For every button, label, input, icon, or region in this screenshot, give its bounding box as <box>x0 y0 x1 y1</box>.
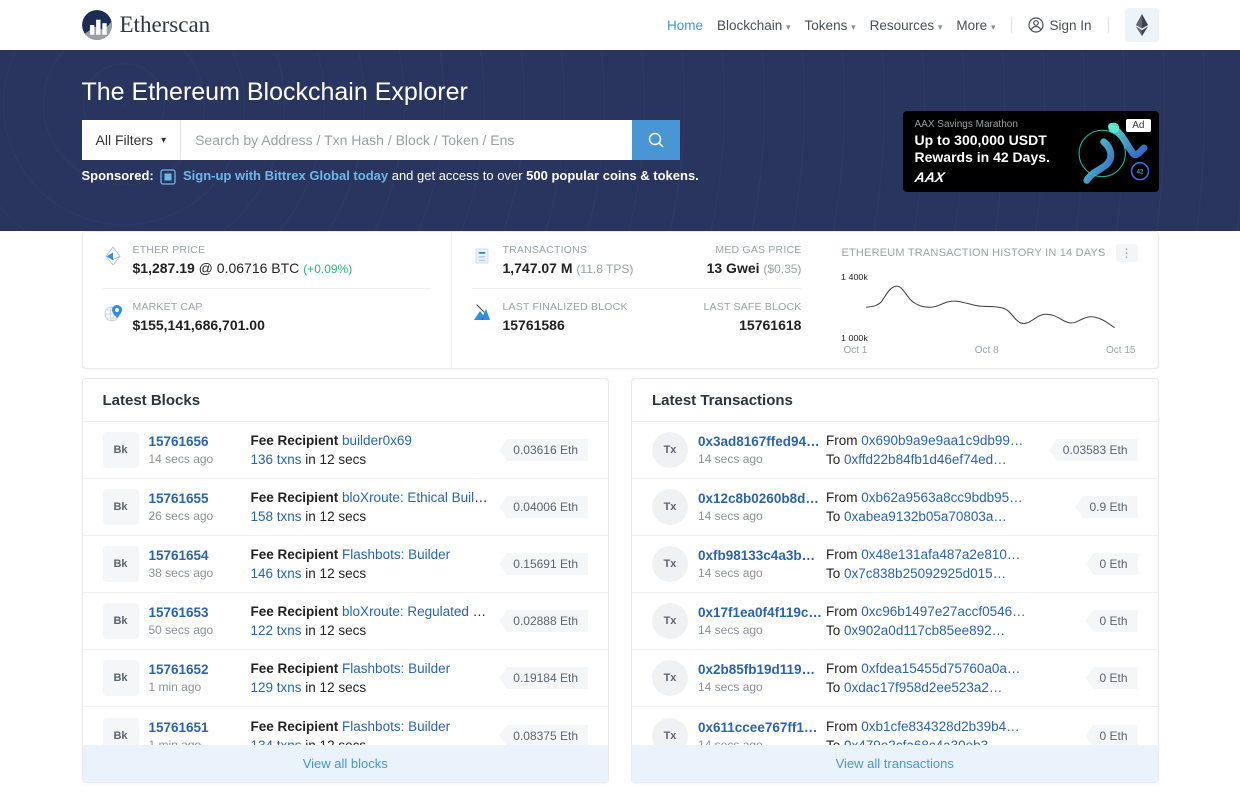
svg-text:1 000k: 1 000k <box>841 333 869 342</box>
svg-text:42: 42 <box>1136 168 1143 175</box>
svg-text:1 400k: 1 400k <box>841 272 869 281</box>
